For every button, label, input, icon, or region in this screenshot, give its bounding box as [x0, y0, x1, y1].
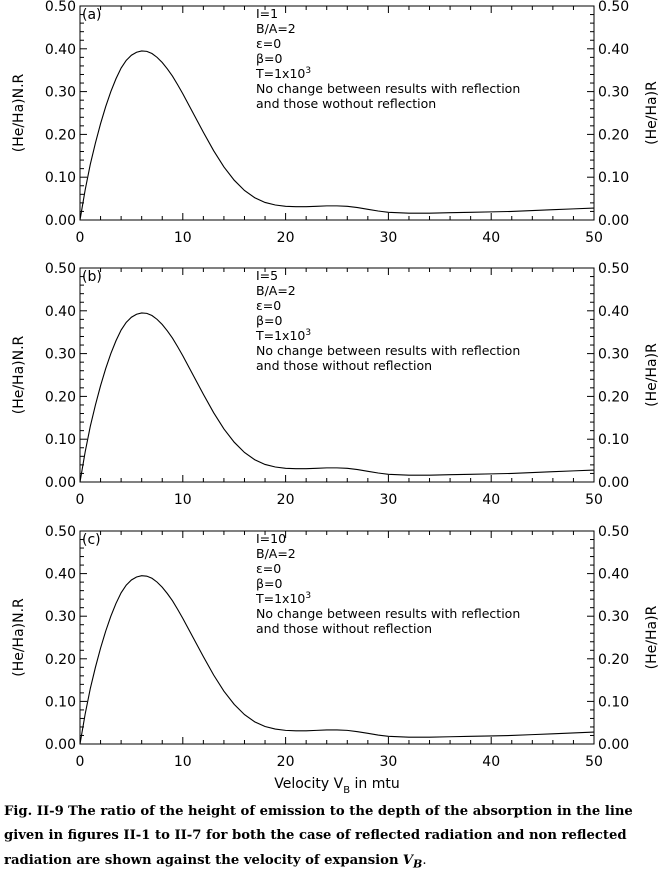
- y-axis-label-left: (He/Ha)N.R: [11, 73, 27, 152]
- annotation-line: I=5: [256, 268, 278, 283]
- plot-frame: [79, 530, 595, 745]
- x-tick-label: 30: [379, 230, 397, 246]
- y-tick-label-left: 0.40: [45, 304, 76, 320]
- annotation-line: B/A=2: [256, 21, 296, 36]
- y-tick-label-left: 0.20: [45, 652, 76, 668]
- panel-tag: (a): [82, 7, 102, 23]
- x-tick-label: 0: [76, 492, 85, 508]
- series-line: [79, 312, 595, 483]
- plot-frame: [79, 5, 595, 221]
- panel-tag: (c): [82, 532, 101, 548]
- x-tick-label: 40: [482, 230, 500, 246]
- x-tick-label: 40: [482, 492, 500, 508]
- x-tick-label: 50: [585, 492, 603, 508]
- x-tick-label: 0: [76, 754, 85, 770]
- y-tick-label-left: 0.10: [45, 694, 76, 710]
- annotation-line: ε=0: [256, 298, 281, 313]
- y-axis-label-left: (He/Ha)N.R: [11, 598, 27, 677]
- y-tick-label-right: 0.40: [598, 304, 629, 320]
- y-tick-label-right: 0.00: [598, 737, 629, 753]
- annotation-line: and those without reflection: [256, 358, 432, 373]
- caption-symbol: VB: [402, 852, 423, 871]
- y-tick-label-right: 0.30: [598, 609, 629, 625]
- x-tick-label: 30: [379, 754, 397, 770]
- x-tick-label: 10: [174, 754, 192, 770]
- y-tick-label-left: 0.50: [45, 0, 76, 15]
- annotation-line: β=0: [256, 51, 282, 66]
- y-tick-label-left: 0.30: [45, 347, 76, 363]
- y-tick-label-left: 0.20: [45, 389, 76, 405]
- annotation-line: T=1x103: [255, 591, 311, 606]
- y-tick-label-left: 0.00: [45, 737, 76, 753]
- y-tick-label-right: 0.30: [598, 85, 629, 101]
- y-tick-label-right: 0.10: [598, 694, 629, 710]
- x-tick-label: 30: [379, 492, 397, 508]
- annotation-line: and those without reflection: [256, 621, 432, 636]
- x-tick-label: 20: [277, 230, 295, 246]
- caption-symbol-main: V: [402, 852, 414, 868]
- annotation-line: and those wothout reflection: [256, 96, 436, 111]
- y-tick-label-left: 0.00: [45, 213, 76, 229]
- y-tick-label-left: 0.30: [45, 609, 76, 625]
- annotation-line: I=10: [256, 531, 286, 546]
- annotation-line: T=1x103: [255, 66, 311, 81]
- y-tick-label-left: 0.50: [45, 524, 76, 540]
- y-tick-label-right: 0.50: [598, 524, 629, 540]
- y-tick-label-left: 0.00: [45, 475, 76, 491]
- annotation-line: No change between results with reflectio…: [256, 81, 520, 96]
- figure: 0 10 20 30 40 500.00 0.000.10 0.100.20 0.200.30 0…: [11, 0, 660, 796]
- x-tick-label: 40: [482, 754, 500, 770]
- y-tick-label-left: 0.20: [45, 127, 76, 143]
- x-tick-label: 10: [174, 230, 192, 246]
- y-tick-label-left: 0.30: [45, 85, 76, 101]
- plot-frame: [79, 267, 595, 483]
- y-axis-label-right: (He/Ha)R: [644, 343, 660, 407]
- caption-text: The ratio of the height of emission to t…: [4, 804, 633, 868]
- y-axis-label-left: (He/Ha)N.R: [11, 335, 27, 414]
- series-line: [79, 50, 595, 221]
- annotation-line: β=0: [256, 576, 282, 591]
- y-tick-label-right: 0.00: [598, 213, 629, 229]
- x-tick-label: 10: [174, 492, 192, 508]
- annotation-line: T=1x103: [255, 328, 311, 343]
- annotation-line: B/A=2: [256, 283, 296, 298]
- y-tick-label-right: 0.20: [598, 652, 629, 668]
- annotation-line: ε=0: [256, 561, 281, 576]
- y-axis-label-right: (He/Ha)R: [644, 81, 660, 145]
- annotation-line: No change between results with reflectio…: [256, 606, 520, 621]
- annotation-line: B/A=2: [256, 546, 296, 561]
- annotation-line: I=1: [256, 6, 278, 21]
- y-tick-label-left: 0.40: [45, 42, 76, 58]
- y-tick-label-right: 0.40: [598, 42, 629, 58]
- x-tick-label: 0: [76, 230, 85, 246]
- y-tick-label-right: 0.50: [598, 0, 629, 15]
- caption-end: .: [422, 852, 427, 868]
- y-tick-label-right: 0.30: [598, 347, 629, 363]
- y-tick-label-left: 0.10: [45, 432, 76, 448]
- y-tick-label-right: 0.50: [598, 261, 629, 277]
- y-tick-label-right: 0.10: [598, 432, 629, 448]
- y-tick-label-right: 0.10: [598, 170, 629, 186]
- figure-caption: Fig. II-9 The ratio of the height of emi…: [4, 800, 659, 877]
- y-tick-label-left: 0.10: [45, 170, 76, 186]
- y-axis-label-right: (He/Ha)R: [644, 605, 660, 669]
- y-tick-label-left: 0.40: [45, 567, 76, 583]
- caption-label: Fig. II-9: [4, 804, 64, 819]
- x-tick-label: 20: [277, 754, 295, 770]
- x-tick-label: 20: [277, 492, 295, 508]
- y-tick-label-right: 0.40: [598, 567, 629, 583]
- x-tick-label: 50: [585, 754, 603, 770]
- annotation-line: β=0: [256, 313, 282, 328]
- annotation-line: No change between results with reflectio…: [256, 343, 520, 358]
- series-line: [79, 575, 595, 745]
- y-tick-label-left: 0.50: [45, 261, 76, 277]
- y-tick-label-right: 0.20: [598, 389, 629, 405]
- y-tick-label-right: 0.00: [598, 475, 629, 491]
- x-tick-label: 50: [585, 230, 603, 246]
- y-tick-label-right: 0.20: [598, 127, 629, 143]
- annotation-line: ε=0: [256, 36, 281, 51]
- caption-symbol-sub: B: [413, 857, 423, 871]
- panel-tag: (b): [82, 269, 102, 285]
- x-axis-label: Velocity VB in mtu: [274, 776, 400, 796]
